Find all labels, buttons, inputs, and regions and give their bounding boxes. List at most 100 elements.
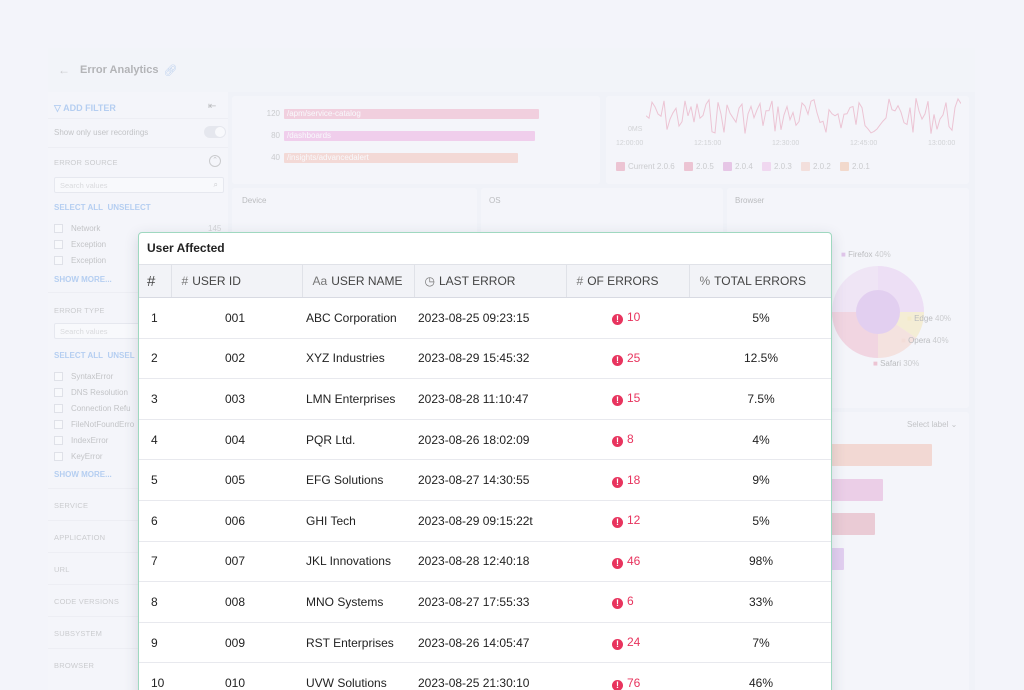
chevron-up-icon[interactable]: ⌃ (209, 155, 221, 167)
last-error-cell: 2023-08-29 09:15:22t (414, 500, 566, 542)
table-row[interactable]: 10 010 UVW Solutions 2023-08-25 21:30:10! 76… (139, 662, 831, 690)
bar-apm-service-catalog[interactable]: /apm/service-catalog (284, 109, 539, 119)
error-count-cell: ! 6 (566, 581, 689, 623)
collapse-sidebar-icon[interactable]: ⇤ (208, 101, 217, 112)
checkbox[interactable] (54, 256, 63, 266)
section-subsystem[interactable]: SUBSYSTEM (54, 629, 103, 638)
axis-tick: 80 (271, 131, 280, 140)
checkbox-item[interactable]: Exception (54, 256, 106, 266)
table-row[interactable]: 6 006 GHI Tech 2023-08-29 09:15:22t! 12 5% (139, 500, 831, 542)
show-more-link[interactable]: SHOW MORE... (54, 275, 112, 284)
back-arrow-icon[interactable]: ← (58, 63, 70, 77)
section-service[interactable]: SERVICE (54, 501, 89, 510)
recordings-label: Show only user recordings (54, 128, 149, 137)
table-row[interactable]: 9 009 RST Enterprises 2023-08-26 14:05:47! 2… (139, 622, 831, 664)
table-row[interactable]: 2 002 XYZ Industries 2023-08-29 15:45:32! 25… (139, 338, 831, 380)
checkbox[interactable] (54, 452, 63, 462)
checkbox-item[interactable]: IndexError (54, 436, 108, 446)
checkbox[interactable] (54, 436, 63, 446)
legend-item[interactable]: 2.0.3 (762, 162, 792, 171)
legend-label: 2.0.1 (852, 162, 870, 171)
checkbox-label: Network (71, 224, 101, 233)
time-series-line (646, 97, 961, 134)
user-name-cell: LMN Enterprises (302, 378, 414, 420)
legend-swatch (684, 162, 693, 171)
section-url[interactable]: URL (54, 565, 70, 574)
user-name-cell: JKL Innovations (302, 541, 414, 583)
total-errors-cell: 5% (689, 500, 831, 542)
total-errors-cell: 98% (689, 541, 831, 583)
legend-item[interactable]: 2.0.5 (684, 162, 714, 171)
legend-item[interactable]: Current 2.0.6 (616, 162, 675, 171)
column-header-user-id[interactable]: # USER ID (171, 264, 303, 298)
row-index-cell: 4 (139, 419, 171, 461)
error-count: 15 (627, 391, 641, 406)
bar-dashboards[interactable]: /dashboards (284, 131, 535, 141)
table-row[interactable]: 1 001 ABC Corporation 2023-08-25 09:23:15! 1… (139, 297, 831, 339)
checkbox-item[interactable]: KeyError (54, 452, 103, 462)
user-name-cell: RST Enterprises (302, 622, 414, 664)
select-label-dropdown[interactable]: Select label ⌄ (907, 420, 957, 429)
column-header-last-error[interactable]: ◷ LAST ERROR (414, 264, 567, 298)
error-source-search-input[interactable]: Search values ⌕ (54, 177, 224, 193)
add-filter-button[interactable]: ▽ ADD FILTER (54, 103, 116, 114)
checkbox[interactable] (54, 404, 63, 414)
column-header-of-errors[interactable]: # OF ERRORS (566, 264, 690, 298)
column-header-user-name[interactable]: Aa USER NAME (302, 264, 415, 298)
error-alert-icon: ! (612, 679, 623, 690)
checkbox-item[interactable]: Connection Refu (54, 404, 131, 414)
column-header-index[interactable]: # (139, 264, 172, 298)
legend-item[interactable]: 2.0.1 (840, 162, 870, 171)
error-count: 76 (627, 675, 641, 690)
legend-item[interactable]: 2.0.4 (723, 162, 753, 171)
section-code-versions[interactable]: CODE VERSIONS (54, 597, 120, 606)
table-row[interactable]: 3 003 LMN Enterprises 2023-08-28 11:10:47! 1… (139, 378, 831, 420)
checkbox-item[interactable]: Exception (54, 240, 106, 250)
table-row[interactable]: 4 004 PQR Ltd. 2023-08-26 18:02:09! 8 4% (139, 419, 831, 461)
column-header-total-errors[interactable]: % TOTAL ERRORS (689, 264, 831, 298)
unselect-button[interactable]: UNSELECT (107, 203, 151, 212)
select-all-button[interactable]: SELECT ALL (54, 351, 104, 360)
bar-insights-advancedalert[interactable]: /insights/advancedalert (284, 153, 518, 163)
table-row[interactable]: 8 008 MNO Systems 2023-08-27 17:55:33! 6 33% (139, 581, 831, 623)
user-id-cell: 008 (171, 581, 302, 623)
show-more-link[interactable]: SHOW MORE... (54, 470, 112, 479)
checkbox[interactable] (54, 240, 63, 250)
user-id-cell: 010 (171, 662, 302, 690)
total-errors-cell: 7.5% (689, 378, 831, 420)
last-error-cell: 2023-08-26 18:02:09 (414, 419, 566, 461)
row-index-cell: 9 (139, 622, 171, 664)
error-alert-icon: ! (612, 354, 623, 366)
checkbox[interactable] (54, 420, 63, 430)
legend-item[interactable]: 2.0.2 (801, 162, 831, 171)
row-index-cell: 6 (139, 500, 171, 542)
section-application[interactable]: APPLICATION (54, 533, 106, 542)
table-row[interactable]: 7 007 JKL Innovations 2023-08-28 12:40:18! 4… (139, 541, 831, 583)
section-browser[interactable]: BROWSER (54, 661, 95, 670)
urls-bar-chart-card: 120 80 40 /apm/service-catalog /dashboar… (232, 96, 600, 184)
last-error-cell: 2023-08-25 21:30:10 (414, 662, 566, 690)
checkbox[interactable] (54, 372, 63, 382)
recordings-toggle[interactable] (204, 126, 226, 138)
table-row[interactable]: 5 005 EFG Solutions 2023-08-27 14:30:55! 18 9… (139, 459, 831, 501)
error-count: 46 (627, 553, 641, 568)
checkbox-item[interactable]: SyntaxError (54, 372, 113, 382)
checkbox-item[interactable]: Network (54, 224, 101, 234)
checkbox-item[interactable]: FileNotFoundErro (54, 420, 134, 430)
error-count-cell: ! 76 (566, 662, 689, 690)
select-all-button[interactable]: SELECT ALL (54, 203, 104, 212)
checkbox[interactable] (54, 388, 63, 398)
user-id-cell: 007 (171, 541, 302, 583)
error-source-select-controls: SELECT ALL UNSELECT (54, 203, 151, 212)
legend-label: 2.0.3 (774, 162, 792, 171)
unselect-button[interactable]: UNSEL (107, 351, 135, 360)
checkbox[interactable] (54, 224, 63, 234)
legend-label: 2.0.4 (735, 162, 753, 171)
total-errors-cell: 33% (689, 581, 831, 623)
checkbox-label: KeyError (71, 452, 103, 461)
checkbox-item[interactable]: DNS Resolution (54, 388, 128, 398)
legend-swatch (801, 162, 810, 171)
browser-pie-chart[interactable] (823, 262, 933, 362)
divider (48, 147, 228, 148)
link-icon[interactable]: 🔗︎ (163, 64, 178, 77)
